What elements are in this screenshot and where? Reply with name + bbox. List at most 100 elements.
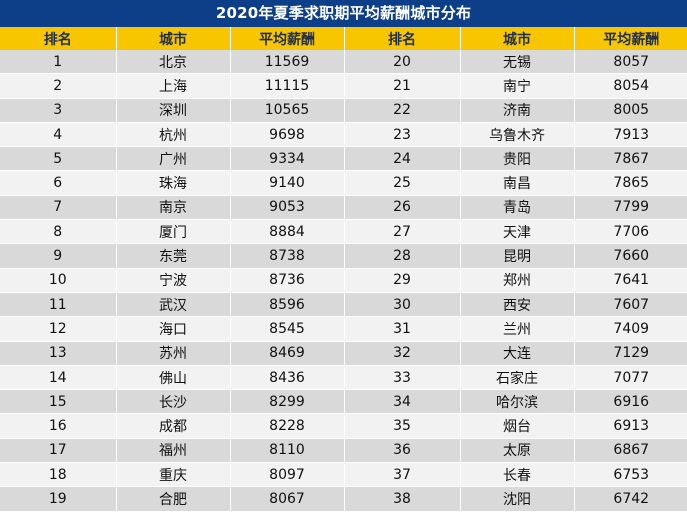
- cell-city-right: 贵阳: [460, 146, 575, 172]
- cell-city-left: 海口: [116, 316, 231, 342]
- table-row: 9 东莞 8738 28 昆明 7660: [0, 243, 687, 269]
- cell-rank-left: 6: [0, 170, 117, 196]
- cell-salary-right: 7799: [574, 195, 687, 221]
- cell-salary-left: 9698: [230, 122, 345, 148]
- cell-salary-left: 8110: [230, 438, 345, 464]
- cell-city-right: 哈尔滨: [460, 389, 575, 415]
- table-body: 1 北京 11569 20 无锡 8057 2 上海 11115 21 南宁 8054 3 深圳 10 565…: [0, 50, 687, 512]
- cell-rank-left: 7: [0, 195, 117, 221]
- cell-city-left: 成都: [116, 413, 231, 439]
- cell-city-left: 南京: [116, 195, 231, 221]
- cell-salary-right: 7077: [574, 365, 687, 391]
- table-row: 4 杭州 9698 23 乌鲁木齐 7913: [0, 122, 687, 148]
- cell-city-left: 佛山: [116, 365, 231, 391]
- cell-salary-left: 9140: [230, 170, 345, 196]
- cell-city-left: 北京: [116, 50, 231, 75]
- cell-salary-right: 7706: [574, 219, 687, 245]
- header-city-left: 城市: [116, 27, 231, 50]
- cell-salary-left: 11115: [230, 73, 345, 99]
- cell-city-left: 苏州: [116, 341, 231, 366]
- cell-rank-right: 26: [344, 195, 461, 221]
- cell-salary-right: 7867: [574, 146, 687, 172]
- cell-rank-right: 28: [344, 243, 461, 269]
- table-row: 2 上海 11115 21 南宁 8054: [0, 73, 687, 99]
- cell-rank-right: 33: [344, 365, 461, 391]
- cell-rank-right: 20: [344, 50, 461, 75]
- cell-city-right: 济南: [460, 98, 575, 123]
- cell-city-right: 天津: [460, 219, 575, 245]
- table-title: 2020年夏季求职期平均薪酬城市分布: [0, 0, 687, 27]
- cell-salary-right: 6916: [574, 389, 687, 415]
- cell-city-left: 深圳: [116, 98, 231, 123]
- cell-rank-right: 21: [344, 73, 461, 99]
- cell-salary-left: 8097: [230, 462, 345, 488]
- cell-city-left: 宁波: [116, 268, 231, 293]
- cell-salary-left: 9334: [230, 146, 345, 172]
- cell-salary-left: 8738: [230, 243, 345, 269]
- cell-salary-right: 7129: [574, 341, 687, 366]
- cell-rank-right: 24: [344, 146, 461, 172]
- table-row: 12 海口 8545 31 兰州 7409: [0, 316, 687, 342]
- cell-salary-right: 6742: [574, 486, 687, 512]
- cell-rank-right: 32: [344, 341, 461, 366]
- header-salary-right: 平均薪酬: [574, 27, 687, 50]
- cell-salary-left: 8067: [230, 486, 345, 512]
- table-row: 15 长沙 8299 34 哈尔滨 6916: [0, 389, 687, 415]
- cell-rank-left: 10: [0, 268, 117, 293]
- cell-city-left: 广州: [116, 146, 231, 172]
- cell-salary-right: 8054: [574, 73, 687, 99]
- cell-rank-right: 23: [344, 122, 461, 148]
- cell-city-left: 东莞: [116, 243, 231, 269]
- cell-city-right: 烟台: [460, 413, 575, 439]
- cell-city-left: 上海: [116, 73, 231, 99]
- cell-city-left: 重庆: [116, 462, 231, 488]
- cell-salary-left: 8469: [230, 341, 345, 366]
- table-row: 16 成都 8228 35 烟台 6913: [0, 413, 687, 439]
- cell-city-left: 珠海: [116, 170, 231, 196]
- cell-salary-left: 8436: [230, 365, 345, 391]
- header-rank-left: 排名: [0, 27, 117, 50]
- table-row: 5 广州 9334 24 贵阳 7867: [0, 146, 687, 172]
- cell-city-left: 武汉: [116, 292, 231, 318]
- cell-rank-left: 5: [0, 146, 117, 172]
- cell-salary-right: 7641: [574, 268, 687, 293]
- cell-city-left: 合肥: [116, 486, 231, 512]
- cell-salary-left: 8228: [230, 413, 345, 439]
- cell-salary-right: 7607: [574, 292, 687, 318]
- cell-salary-left: 11569: [230, 50, 345, 75]
- table-row: 10 宁波 8736 29 郑州 7641: [0, 268, 687, 293]
- cell-city-right: 大连: [460, 341, 575, 366]
- table-row: 8 厦门 8884 27 天津 7706: [0, 219, 687, 245]
- cell-rank-right: 35: [344, 413, 461, 439]
- cell-city-right: 南昌: [460, 170, 575, 196]
- cell-rank-left: 9: [0, 243, 117, 269]
- cell-salary-right: 8005: [574, 98, 687, 123]
- table-row: 1 北京 11569 20 无锡 8057: [0, 50, 687, 75]
- cell-city-right: 长春: [460, 462, 575, 488]
- salary-table: 排名 城市 平均薪酬 排名 城市 平均薪酬 1 北京 11569 20 无锡 8057 2 上…: [0, 27, 687, 512]
- cell-salary-left: 8596: [230, 292, 345, 318]
- cell-rank-right: 22: [344, 98, 461, 123]
- cell-salary-right: 6753: [574, 462, 687, 488]
- cell-rank-left: 8: [0, 219, 117, 245]
- table-row: 14 佛山 8436 33 石家庄 7077: [0, 365, 687, 391]
- header-row: 排名 城市 平均薪酬 排名 城市 平均薪酬: [0, 27, 687, 50]
- table-row: 13 苏州 8469 32 大连 7129: [0, 341, 687, 366]
- cell-salary-left: 8545: [230, 316, 345, 342]
- cell-city-right: 南宁: [460, 73, 575, 99]
- cell-city-left: 杭州: [116, 122, 231, 148]
- cell-rank-left: 17: [0, 438, 117, 464]
- table-row: 18 重庆 8097 37 长春 6753: [0, 462, 687, 488]
- cell-salary-left: 8736: [230, 268, 345, 293]
- cell-city-right: 乌鲁木齐: [460, 122, 575, 148]
- cell-rank-left: 11: [0, 292, 117, 318]
- cell-rank-left: 18: [0, 462, 117, 488]
- cell-salary-right: 6867: [574, 438, 687, 464]
- cell-rank-left: 14: [0, 365, 117, 391]
- table-row: 17 福州 8110 36 太原 6867: [0, 438, 687, 464]
- cell-rank-left: 3: [0, 98, 117, 123]
- cell-rank-left: 12: [0, 316, 117, 342]
- table-header: 排名 城市 平均薪酬 排名 城市 平均薪酬: [0, 27, 687, 50]
- cell-city-right: 沈阳: [460, 486, 575, 512]
